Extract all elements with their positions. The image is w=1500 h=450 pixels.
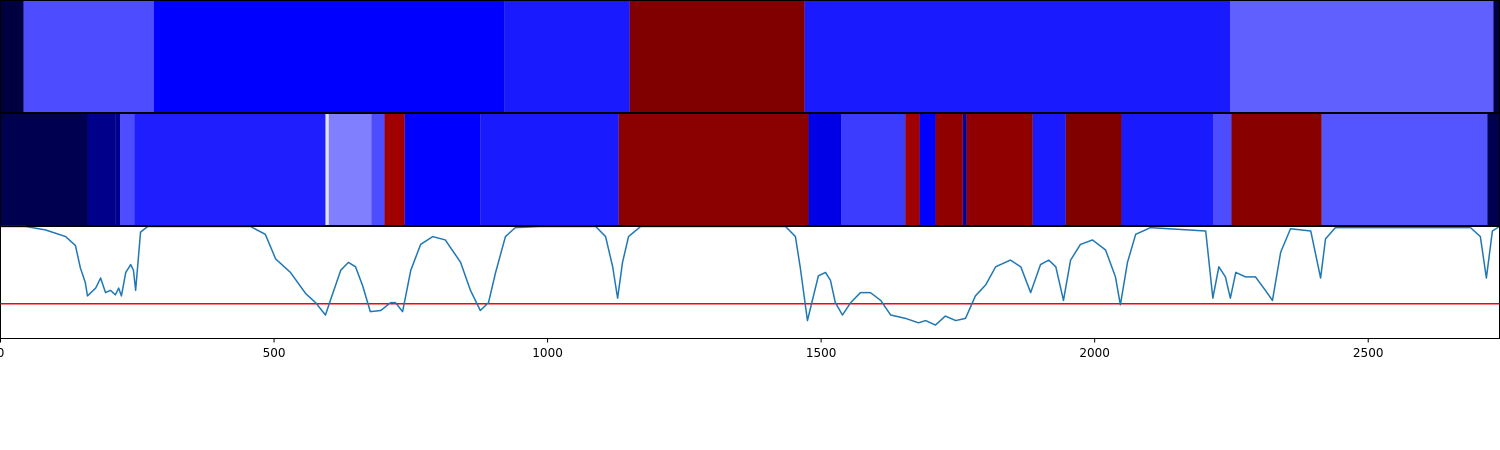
segment: [504, 0, 630, 113]
segment: [808, 113, 842, 226]
segment: [841, 113, 906, 226]
segment: [1121, 113, 1214, 226]
segment: [804, 0, 1231, 113]
segment: [480, 113, 619, 226]
segment: [966, 113, 1033, 226]
segment: [120, 113, 135, 226]
segment: [0, 0, 24, 113]
segment: [23, 0, 154, 113]
x-tick-label: 2000: [1079, 346, 1110, 360]
segment: [1231, 113, 1322, 226]
segment: [328, 113, 372, 226]
x-tick-label: 1500: [806, 346, 837, 360]
x-tick-label: 500: [263, 346, 286, 360]
segment: [962, 113, 967, 226]
segment: [384, 113, 405, 226]
segment: [134, 113, 326, 226]
segment: [404, 113, 481, 226]
segment: [1230, 0, 1494, 113]
segment: [1493, 0, 1500, 113]
x-tick-label: 2500: [1353, 346, 1384, 360]
segment: [935, 113, 963, 226]
segment: [919, 113, 936, 226]
segment: [629, 0, 805, 113]
segment: [153, 0, 505, 113]
segment: [87, 113, 116, 226]
segment: [0, 113, 88, 226]
data-line: [0, 225, 1500, 326]
segment: [618, 113, 809, 226]
segment: [1321, 113, 1488, 226]
segment: [115, 113, 121, 226]
segment: [905, 113, 920, 226]
panel-frame: [0, 226, 1500, 339]
x-tick-label: 0: [0, 346, 4, 360]
segment: [1065, 113, 1122, 226]
segment: [1032, 113, 1066, 226]
segment: [325, 113, 329, 226]
segment: [1213, 113, 1232, 226]
segment: [1487, 113, 1500, 226]
x-tick-label: 1000: [532, 346, 563, 360]
segment: [371, 113, 385, 226]
